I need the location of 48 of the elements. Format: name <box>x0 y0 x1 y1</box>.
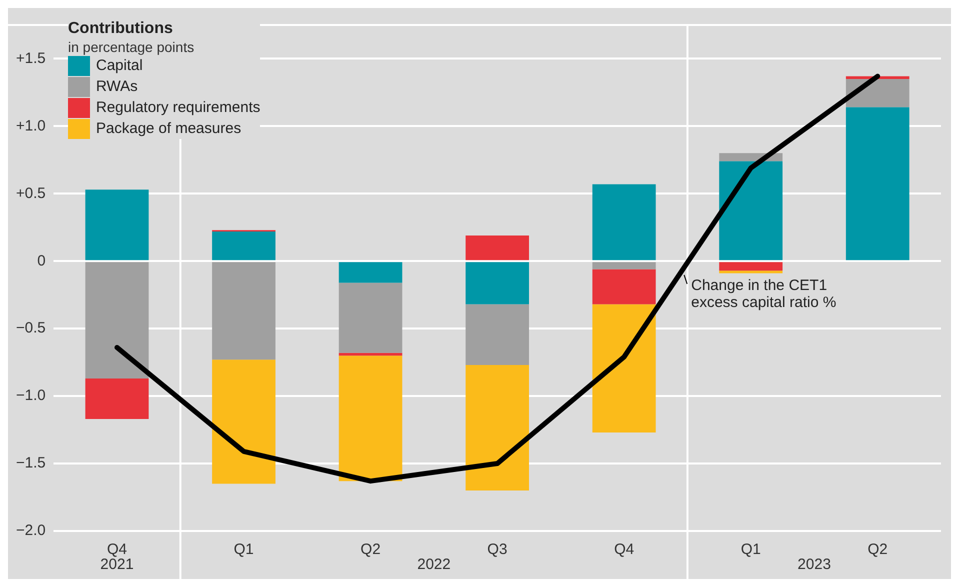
bar <box>466 304 529 366</box>
bar <box>592 304 656 432</box>
bar <box>592 262 656 270</box>
bar <box>719 262 783 271</box>
text: 2022 <box>417 556 451 573</box>
legend-label: Package of measures <box>96 119 242 139</box>
y-tick-label: −0.5 <box>16 320 46 337</box>
x-tick-label: Q4 <box>106 541 128 558</box>
x-tick-label: Q2 <box>868 541 888 558</box>
bar <box>212 262 276 360</box>
legend-label: Capital <box>96 56 143 76</box>
legend-label: Regulatory requirements <box>96 98 260 118</box>
bar <box>85 262 149 379</box>
x-tick-label: Q2 <box>360 541 381 558</box>
text: 2021 <box>100 556 134 573</box>
bar <box>338 282 402 353</box>
bar <box>846 78 910 108</box>
bar <box>85 378 149 420</box>
bar <box>719 270 783 274</box>
text: in percentage points <box>68 39 196 55</box>
bar <box>338 352 402 356</box>
y-tick-label: +0.5 <box>16 184 46 202</box>
bar <box>338 356 402 482</box>
bar <box>466 365 529 491</box>
bar <box>85 190 149 260</box>
bar <box>846 107 910 260</box>
x-tick-label: Q1 <box>234 541 254 558</box>
y-tick-label: +1.0 <box>16 117 46 134</box>
legend-label: RWAs <box>96 77 138 97</box>
x-tick-label: Q1 <box>740 541 761 558</box>
bar <box>466 262 529 304</box>
legend-title: Contributions <box>68 19 174 39</box>
y-tick-label: −2.0 <box>16 522 46 540</box>
bar <box>719 161 783 260</box>
bar <box>212 231 276 260</box>
y-tick-label: −1.0 <box>16 387 46 404</box>
x-tick-label: Q3 <box>487 541 508 558</box>
text: 2023 <box>798 556 831 573</box>
y-tick-label: 0 <box>37 252 46 270</box>
bar <box>212 360 276 484</box>
bar <box>338 262 402 283</box>
bar <box>466 235 529 260</box>
x-tick-label: Q4 <box>614 541 634 558</box>
bar <box>592 269 656 304</box>
legend-label: Change in the CET1 excess capital ratio % <box>691 276 836 311</box>
bar <box>592 184 656 260</box>
y-tick-label: −1.5 <box>16 454 46 472</box>
y-tick-label: +1.5 <box>16 50 46 67</box>
